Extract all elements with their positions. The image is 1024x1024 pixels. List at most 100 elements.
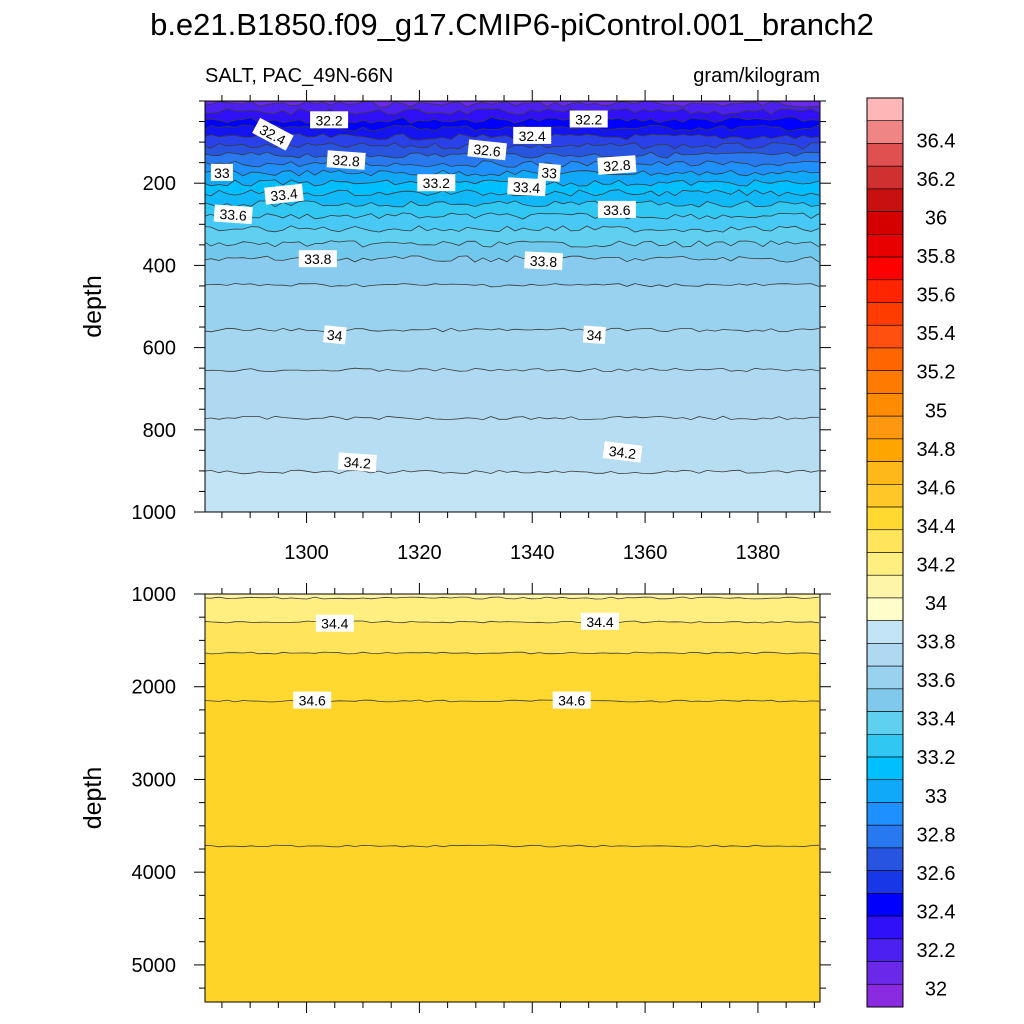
contour-label-text: 33.2 <box>423 175 450 191</box>
contour-label-box <box>264 183 304 205</box>
y-tick-label: 2000 <box>132 677 177 699</box>
contour-line <box>205 212 820 220</box>
contour-line <box>205 160 820 168</box>
colorbar-swatch <box>866 961 904 985</box>
contour-label: 34 <box>323 325 347 345</box>
contour-label: 32.6 <box>467 139 507 161</box>
contour-label-text: 34.6 <box>558 693 585 709</box>
contour-label: 34 <box>582 325 606 345</box>
figure-title: b.e21.B1850.f09_g17.CMIP6-piControl.001_… <box>150 7 874 42</box>
colorbar-swatch <box>866 370 904 394</box>
contour-label-box <box>507 177 547 197</box>
colorbar-label: 32.6 <box>917 863 956 885</box>
colorbar-label: 33.2 <box>917 747 956 769</box>
lower-panel-contour-lines <box>205 596 820 848</box>
contour-label-text: 33.8 <box>304 251 331 267</box>
contour-label-text: 34.4 <box>321 616 348 632</box>
contour-label-text: 32.8 <box>603 157 632 175</box>
colorbar-swatch <box>866 597 904 621</box>
y-tick-label: 400 <box>143 255 176 277</box>
contour-label-text: 33.6 <box>603 202 630 218</box>
y-tick-label: 200 <box>143 173 176 195</box>
contour-line <box>205 151 820 159</box>
contour-label-box <box>597 200 636 218</box>
colorbar-label: 33.8 <box>917 632 956 654</box>
colorbar-swatch <box>866 802 904 826</box>
contour-label: 34.2 <box>602 441 643 463</box>
contour-line <box>205 133 820 141</box>
contour-label: 32.2 <box>310 111 349 129</box>
contour-line <box>205 469 820 475</box>
contour-label: 34.6 <box>552 691 591 709</box>
colorbar-swatch <box>866 756 904 781</box>
contour-line <box>205 651 820 655</box>
contour-label-text: 33.4 <box>270 185 299 204</box>
colorbar-swatch <box>866 302 904 326</box>
contour-line <box>205 367 820 373</box>
contour-label-box <box>602 441 643 463</box>
colorbar-swatch <box>866 824 904 849</box>
contour-label-box <box>513 126 552 144</box>
colorbar-swatch <box>866 983 904 1008</box>
colorbar-swatch <box>866 279 904 303</box>
colorbar-swatch <box>866 188 904 212</box>
contour-label-text: 32.8 <box>332 152 361 170</box>
contour-label-text: 32.6 <box>473 141 502 160</box>
colorbar-swatch <box>866 552 904 576</box>
contour-label-box <box>417 174 456 192</box>
colorbar-swatch <box>866 574 904 599</box>
contour-band <box>205 845 820 1002</box>
contour-line <box>205 240 820 248</box>
colorbar-swatch <box>866 665 904 690</box>
contour-label: 33 <box>210 163 233 181</box>
contour-label-box <box>298 250 337 268</box>
contour-label-box <box>537 162 561 182</box>
contour-label: 33.6 <box>597 200 636 218</box>
contour-label: 32.2 <box>569 110 608 128</box>
colorbar-label: 35.2 <box>917 362 956 384</box>
contour-line <box>205 124 820 132</box>
colorbar-swatch <box>866 97 904 122</box>
x-tick-label: 1380 <box>736 542 781 564</box>
lower-panel-contour-fill <box>205 594 820 1002</box>
colorbar-swatch <box>866 779 904 803</box>
contour-label-box <box>252 117 294 151</box>
colorbar-label: 36.4 <box>917 130 956 152</box>
colorbar-swatch <box>866 120 904 144</box>
contour-label-text: 34.6 <box>299 693 326 709</box>
x-tick-label: 1320 <box>397 542 442 564</box>
y-tick-label: 5000 <box>132 955 177 977</box>
colorbar: 32 32.2 32.4 32.6 32.8 33 33.2 33.4 33.6 33.8 34 34… <box>866 97 956 1008</box>
colorbar-swatch <box>866 893 904 917</box>
colorbar-swatch <box>866 143 904 167</box>
contour-label: 34.6 <box>293 691 332 709</box>
x-tick-label: 1360 <box>623 542 668 564</box>
contour-band <box>205 470 820 512</box>
colorbar-swatch <box>866 461 904 485</box>
contour-label: 33.8 <box>298 250 337 268</box>
contour-label-text: 34 <box>586 327 603 344</box>
contour-label-text: 34 <box>326 327 343 345</box>
colorbar-swatch <box>866 393 904 417</box>
contour-line <box>205 108 820 116</box>
colorbar-swatch <box>866 915 904 940</box>
y-tick-label: 4000 <box>132 862 177 884</box>
colorbar-label: 33.6 <box>917 670 956 692</box>
colorbar-label: 36 <box>925 208 947 230</box>
contour-label: 34.4 <box>581 612 619 630</box>
contour-label-box <box>315 614 354 632</box>
colorbar-swatch <box>866 870 904 894</box>
contour-line <box>205 415 820 421</box>
contour-label-box <box>597 155 637 175</box>
x-tick-label: 1340 <box>510 542 555 564</box>
colorbar-label: 32 <box>925 979 947 1001</box>
contour-label-box <box>310 111 349 129</box>
colorbar-label: 36.2 <box>917 169 956 191</box>
contour-line <box>205 189 820 197</box>
colorbar-swatch <box>866 643 904 667</box>
contour-line <box>205 101 820 108</box>
contour-label-text: 32.2 <box>315 112 342 128</box>
contour-label-box <box>213 204 253 225</box>
colorbar-swatch <box>866 211 904 235</box>
